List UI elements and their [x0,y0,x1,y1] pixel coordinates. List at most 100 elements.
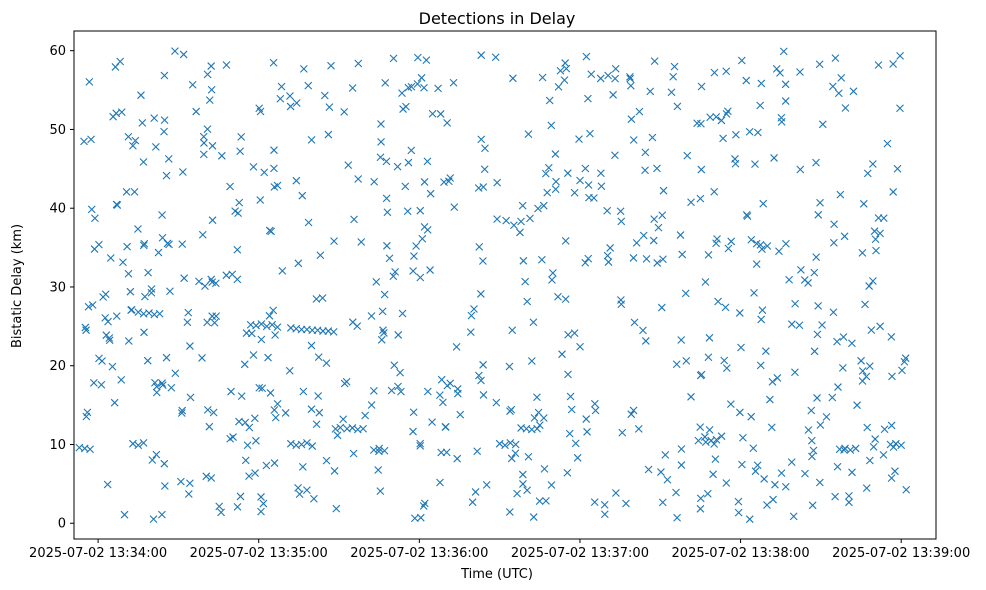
data-point [446,174,455,182]
data-point [597,182,606,191]
data-point [158,510,166,519]
data-point [859,199,868,208]
data-point [131,136,140,145]
data-point [682,357,691,365]
data-point [887,421,896,430]
data-point [737,343,745,352]
data-point [524,130,533,139]
data-point [896,51,904,60]
data-point [241,456,250,465]
data-point [312,420,321,429]
data-point [677,461,686,469]
data-point [796,68,804,76]
data-point [340,379,349,388]
data-point [389,54,398,63]
data-point [548,276,556,284]
data-point [756,361,765,370]
data-point [171,47,179,56]
data-point [382,157,391,166]
data-point [316,251,325,260]
data-point [563,468,572,477]
data-point [139,439,148,447]
data-point [626,81,635,90]
data-point [292,99,301,107]
data-point [897,441,906,450]
data-point [745,127,754,136]
data-point [815,478,824,487]
data-point [828,82,837,91]
x-tick-label: 2025-07-02 13:37:00 [511,546,649,561]
data-point [654,223,663,232]
data-point [567,405,576,414]
data-point [477,51,486,60]
data-point [322,359,331,367]
data-point [880,425,889,434]
data-point [840,232,849,241]
data-point [162,171,171,180]
data-point [437,448,446,457]
data-point [252,321,260,330]
data-point [604,258,613,266]
data-point [474,371,483,380]
data-point [804,426,813,434]
data-point [446,379,455,388]
data-point [188,80,197,89]
data-point [340,107,349,116]
data-point [573,453,582,462]
data-point [112,109,121,118]
data-point [331,425,340,433]
data-point [350,215,358,224]
data-point [369,387,378,395]
data-point [423,157,432,166]
data-point [747,235,756,244]
data-point [307,136,316,144]
data-point [178,168,187,176]
data-point [758,245,766,254]
data-point [117,375,126,384]
x-tick-label: 2025-07-02 13:35:00 [190,546,328,561]
data-point [511,449,520,458]
data-point [714,297,722,306]
data-point [416,441,425,450]
data-point [393,162,402,171]
data-point [492,398,501,407]
data-point [509,74,517,83]
data-point [376,487,385,495]
data-point [339,415,348,424]
data-point [325,103,334,112]
data-point [779,47,788,56]
data-point [693,119,701,128]
x-tick-label: 2025-07-02 13:36:00 [350,546,488,561]
data-point [83,408,92,417]
data-point [154,248,163,257]
data-point [889,188,898,196]
data-point [266,389,275,397]
data-point [712,239,720,248]
data-point [564,370,572,379]
data-point [527,357,536,365]
data-point [396,368,404,377]
data-point [164,155,173,163]
data-point [641,148,650,157]
data-point [738,460,746,469]
data-point [330,237,338,245]
data-point [584,254,593,263]
data-point [163,239,172,248]
data-point [796,265,805,274]
data-point [611,64,620,73]
data-point [600,510,609,519]
data-point [416,206,425,215]
data-point [106,254,115,262]
data-point [603,206,612,215]
data-point [434,84,442,93]
data-point [264,353,272,362]
data-point [467,311,476,320]
data-point [449,78,458,87]
data-point [622,499,630,508]
data-point [752,260,761,269]
data-point [669,72,678,81]
data-point [816,421,825,429]
data-point [563,169,572,178]
data-point [180,274,189,283]
